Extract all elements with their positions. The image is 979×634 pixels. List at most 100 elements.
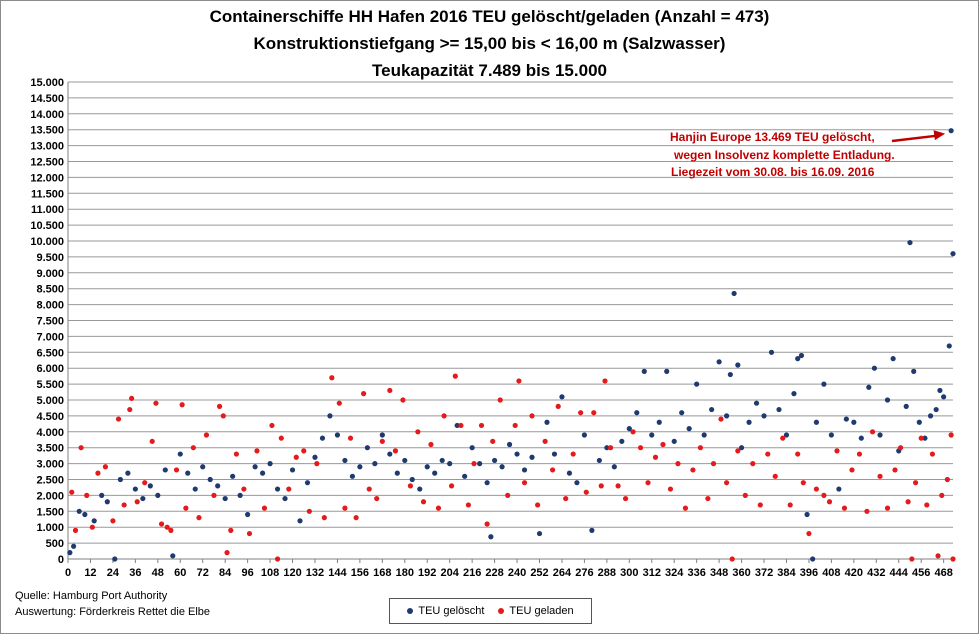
point-geladen bbox=[675, 461, 681, 467]
point-geloescht bbox=[948, 128, 954, 134]
point-geloescht bbox=[76, 508, 82, 514]
point-geladen bbox=[72, 527, 79, 533]
point-geladen bbox=[690, 467, 696, 473]
y-tick-label: 3.000 bbox=[36, 459, 64, 471]
point-geloescht bbox=[506, 441, 513, 448]
point-geloescht bbox=[783, 432, 790, 438]
point-geloescht bbox=[566, 470, 573, 476]
point-geloescht bbox=[469, 445, 475, 451]
point-geloescht bbox=[724, 413, 730, 419]
y-tick-label: 2.500 bbox=[36, 475, 64, 487]
point-geladen bbox=[293, 454, 299, 460]
point-geladen bbox=[944, 476, 950, 483]
point-geladen bbox=[750, 461, 756, 467]
y-tick-label: 15.000 bbox=[30, 77, 64, 89]
point-geladen bbox=[95, 470, 101, 476]
point-geloescht bbox=[656, 419, 662, 425]
point-geladen bbox=[127, 406, 133, 413]
point-geladen bbox=[864, 508, 870, 514]
point-geladen bbox=[241, 486, 247, 492]
point-geladen bbox=[939, 492, 945, 498]
point-geladen bbox=[929, 451, 936, 457]
y-tick-label: 13.500 bbox=[30, 125, 64, 137]
x-tick-label: 288 bbox=[598, 567, 616, 579]
point-geladen bbox=[216, 403, 223, 409]
y-tick-label: 5.000 bbox=[36, 395, 64, 407]
point-geladen bbox=[637, 445, 644, 451]
point-geladen bbox=[806, 530, 812, 537]
point-geloescht bbox=[604, 445, 610, 451]
x-tick-label: 60 bbox=[174, 567, 186, 579]
point-geladen bbox=[102, 464, 109, 470]
x-tick-label: 120 bbox=[283, 567, 301, 579]
point-geloescht bbox=[237, 492, 243, 498]
point-geloescht bbox=[304, 480, 311, 486]
point-geladen bbox=[608, 445, 614, 451]
point-geloescht bbox=[99, 492, 105, 498]
y-tick-label: 10.500 bbox=[30, 220, 64, 232]
point-geloescht bbox=[731, 290, 737, 297]
legend-item-geladen: TEU geladen bbox=[498, 605, 574, 617]
point-geladen bbox=[211, 492, 217, 498]
point-geladen bbox=[153, 400, 159, 406]
point-geloescht bbox=[798, 352, 805, 359]
x-tick-label: 132 bbox=[306, 567, 324, 579]
point-geloescht bbox=[664, 368, 670, 374]
point-geladen bbox=[813, 486, 820, 492]
point-geloescht bbox=[104, 499, 110, 505]
y-tick-label: 2.000 bbox=[36, 490, 64, 502]
point-geloescht bbox=[267, 461, 273, 467]
point-geladen bbox=[512, 422, 518, 429]
point-geladen bbox=[800, 480, 806, 486]
point-geladen bbox=[490, 438, 496, 444]
point-geloescht bbox=[753, 400, 760, 406]
point-geladen bbox=[435, 505, 442, 511]
point-geloescht bbox=[813, 419, 820, 425]
annotation-line-2: wegen Insolvenz komplette Entladung. bbox=[674, 148, 895, 162]
point-geladen bbox=[757, 502, 763, 508]
point-geladen bbox=[452, 373, 458, 379]
point-geloescht bbox=[641, 368, 647, 374]
point-geloescht bbox=[694, 381, 700, 387]
point-geladen bbox=[583, 489, 589, 495]
point-geloescht bbox=[761, 413, 767, 419]
point-geladen bbox=[149, 438, 155, 444]
y-tick-label: 6.000 bbox=[36, 363, 64, 375]
point-geloescht bbox=[125, 470, 131, 476]
point-geladen bbox=[622, 495, 629, 502]
point-geloescht bbox=[312, 454, 318, 460]
point-geloescht bbox=[559, 394, 565, 400]
point-geloescht bbox=[738, 445, 745, 451]
point-geloescht bbox=[222, 495, 228, 502]
legend-marker-geladen bbox=[498, 608, 505, 614]
y-tick-label: 1.500 bbox=[36, 506, 64, 518]
x-tick-label: 0 bbox=[65, 567, 71, 579]
point-geladen bbox=[69, 489, 75, 495]
point-geloescht bbox=[334, 432, 341, 438]
point-geladen bbox=[718, 416, 724, 422]
point-geladen bbox=[415, 429, 421, 435]
point-geladen bbox=[379, 438, 385, 444]
y-axis: 0 500 1.000 1.500 2.000 2.500 3.000 3.500 4.000 4… bbox=[30, 77, 64, 566]
point-geladen bbox=[787, 502, 793, 508]
point-geloescht bbox=[71, 543, 77, 549]
annotation-line-1: Hanjin Europe 13.469 TEU gelöscht, bbox=[670, 130, 875, 144]
point-geloescht bbox=[162, 467, 168, 473]
point-geloescht bbox=[903, 403, 909, 409]
point-geladen bbox=[615, 483, 621, 489]
point-geladen bbox=[142, 480, 148, 486]
y-tick-label: 8.000 bbox=[36, 300, 64, 312]
chart-title-line-3: Teukapazität 7.489 bis 15.000 bbox=[372, 61, 607, 80]
point-geladen bbox=[710, 461, 717, 467]
point-geladen bbox=[400, 397, 406, 403]
point-geloescht bbox=[619, 438, 625, 444]
point-geladen bbox=[869, 429, 876, 435]
point-geladen bbox=[336, 400, 342, 406]
point-geladen bbox=[497, 397, 503, 403]
y-tick-label: 8.500 bbox=[36, 284, 64, 296]
chart-title-line-2: Konstruktionstiefgang >= 15,00 bis < 16,… bbox=[253, 34, 726, 53]
point-geloescht bbox=[791, 391, 797, 397]
point-geladen bbox=[570, 451, 576, 457]
point-geladen bbox=[110, 518, 116, 524]
